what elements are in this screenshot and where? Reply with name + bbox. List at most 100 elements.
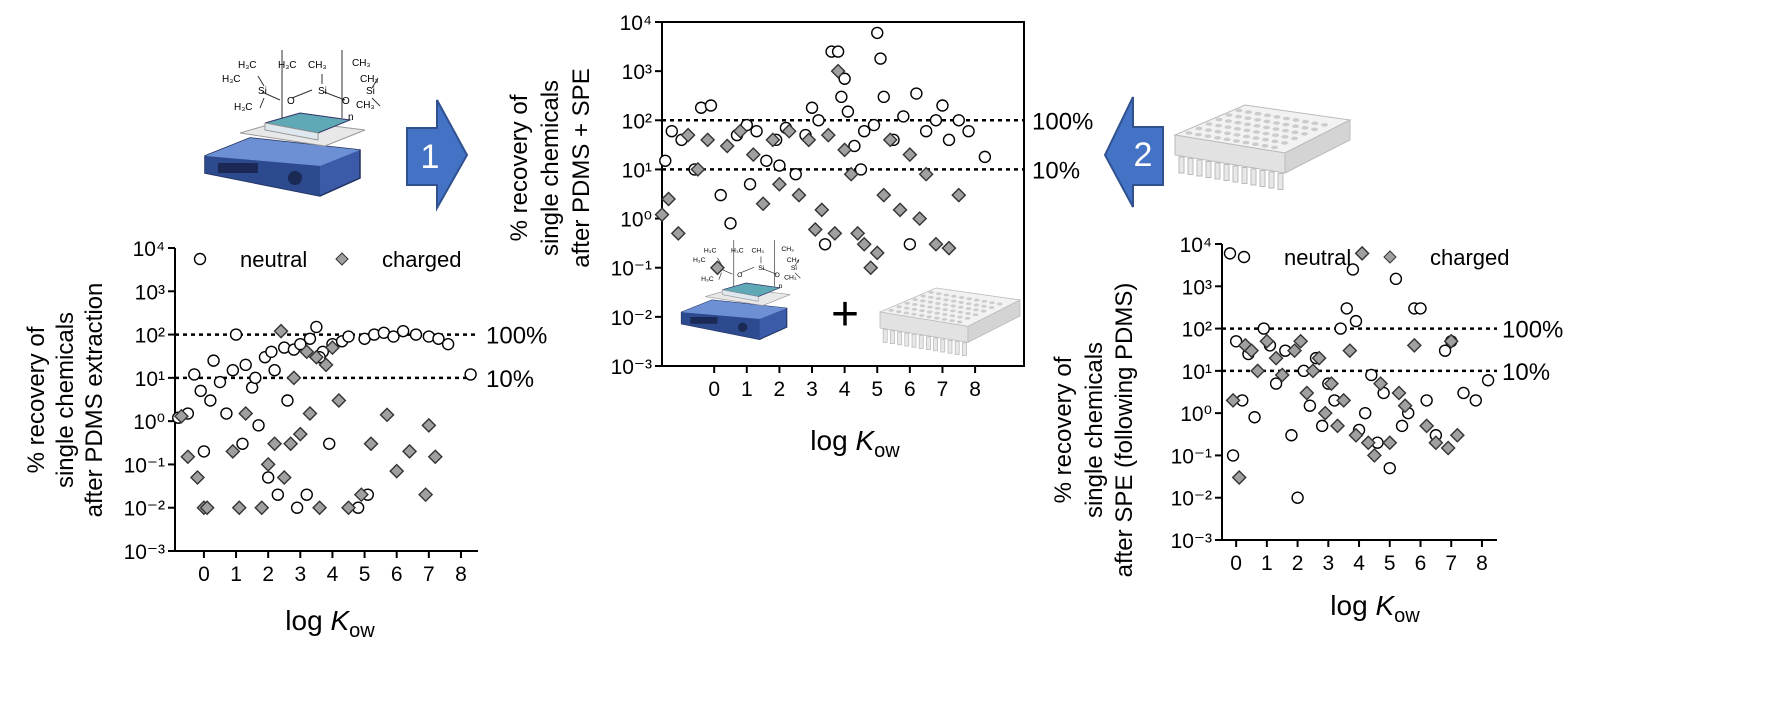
- data-point: [848, 139, 861, 153]
- x-tick-label: 7: [423, 563, 435, 586]
- bond: [718, 272, 722, 280]
- data-point: [1303, 399, 1317, 412]
- well: [1244, 122, 1251, 127]
- structure-label: CH₃: [360, 74, 379, 85]
- data-point: [1419, 418, 1435, 434]
- data-point: [1287, 343, 1303, 359]
- well: [934, 316, 940, 320]
- well: [928, 290, 934, 294]
- data-point: [220, 407, 233, 420]
- data-point: [903, 238, 917, 251]
- data-point: [837, 142, 853, 158]
- tip: [1223, 164, 1230, 181]
- well: [1264, 113, 1271, 118]
- data-point: [290, 501, 304, 514]
- plate-side: [967, 299, 1021, 344]
- plus-sign: +: [831, 288, 859, 341]
- well: [1204, 134, 1212, 138]
- well: [1234, 127, 1241, 131]
- x-tick-label: 1: [741, 378, 753, 401]
- data-point: [379, 407, 395, 423]
- well: [981, 299, 988, 303]
- data-point: [951, 187, 967, 203]
- well: [1252, 142, 1259, 146]
- data-point: [863, 260, 879, 276]
- y-tick-label: 10⁴: [1180, 234, 1212, 257]
- data-point: [773, 159, 786, 172]
- bond: [794, 259, 800, 267]
- data-point: [1428, 435, 1444, 451]
- data-point: [342, 330, 355, 343]
- data-point: [827, 225, 843, 241]
- well: [912, 303, 918, 306]
- structure-label: H₃C: [234, 102, 253, 113]
- well: [1242, 140, 1250, 145]
- structure-label: CH₃: [356, 100, 375, 111]
- data-point: [1449, 427, 1465, 443]
- data-point: [869, 245, 885, 261]
- data-point: [1342, 343, 1358, 359]
- data-point: [1229, 335, 1243, 348]
- data-point: [745, 147, 761, 163]
- well: [1225, 119, 1232, 123]
- well: [942, 308, 948, 312]
- data-point: [818, 238, 832, 251]
- well: [958, 296, 965, 299]
- well: [1321, 123, 1328, 127]
- data-point: [441, 337, 455, 351]
- tip: [897, 331, 903, 346]
- well: [1244, 116, 1252, 120]
- well: [1214, 136, 1221, 140]
- data-point: [1317, 405, 1333, 421]
- tip: [882, 329, 888, 343]
- structure-label: H₃C: [701, 276, 714, 283]
- stirrer-knob: [288, 171, 302, 185]
- well: [1272, 133, 1279, 137]
- y-tick-label: 10⁻³: [124, 541, 165, 564]
- data-point: [841, 105, 855, 118]
- data-point: [1373, 376, 1389, 392]
- y-axis-label: after PDMS + SPE: [568, 68, 595, 267]
- y-tick-label: 10³: [1182, 276, 1212, 299]
- bond: [371, 97, 381, 107]
- data-point: [421, 417, 437, 433]
- x-tick-label: 4: [839, 378, 851, 401]
- well: [1235, 114, 1242, 119]
- data-point: [857, 124, 871, 138]
- well: [1282, 128, 1289, 133]
- structure-label: Si: [758, 265, 765, 272]
- well: [1311, 127, 1318, 132]
- data-point: [1285, 429, 1298, 442]
- data-point: [928, 236, 944, 252]
- data-point: [856, 236, 872, 252]
- well: [1291, 136, 1298, 141]
- structure-label: O: [287, 96, 295, 107]
- tip: [1214, 162, 1221, 180]
- data-point: [267, 436, 283, 452]
- data-point: [341, 500, 357, 516]
- data-point: [308, 349, 324, 365]
- y-tick-label: 10¹: [135, 368, 165, 391]
- data-point: [755, 196, 771, 212]
- x-tick-label: 5: [1384, 552, 1396, 575]
- data-point: [919, 124, 933, 138]
- y-tick-label: 10⁻¹: [124, 454, 165, 477]
- y-axis-label: % recovery of: [1050, 356, 1077, 503]
- y-axis-label: single chemicals: [52, 312, 79, 488]
- data-point: [805, 101, 819, 114]
- data-point: [1323, 376, 1339, 392]
- data-point: [750, 124, 763, 138]
- well: [949, 314, 956, 318]
- reference-label: 10%: [1032, 157, 1080, 184]
- well: [966, 302, 972, 306]
- data-point: [1340, 302, 1353, 315]
- y-tick-label: 10²: [1182, 319, 1212, 342]
- arrow: [406, 99, 469, 212]
- data-point: [871, 26, 884, 40]
- x-axis-label: log Kow: [1330, 590, 1420, 627]
- y-tick-label: 10⁰: [133, 411, 165, 434]
- data-point: [229, 328, 243, 341]
- data-point: [1443, 333, 1459, 349]
- data-point: [732, 123, 748, 139]
- data-point: [318, 357, 334, 373]
